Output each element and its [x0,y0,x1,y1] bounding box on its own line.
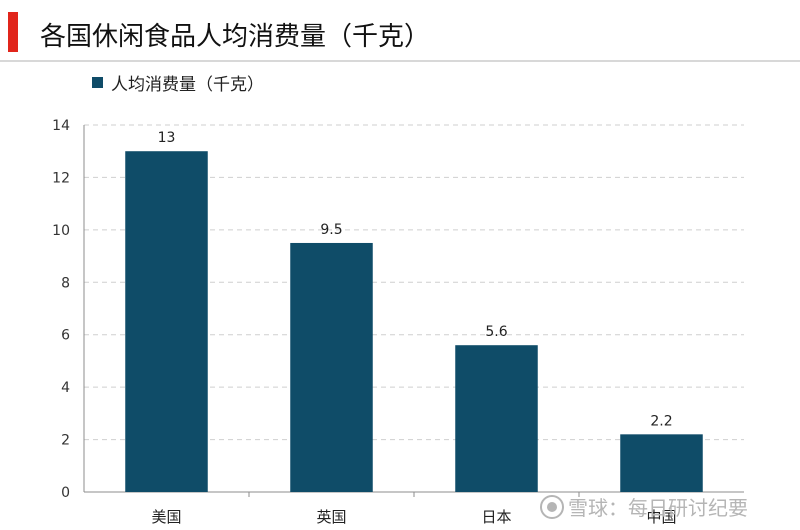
x-category-label: 美国 [151,508,181,526]
y-tick-label: 0 [61,485,70,501]
x-category-label: 中国 [646,508,676,526]
chart-legend: 人均消费量（千克） [92,70,264,95]
data-label: 13 [158,130,176,146]
y-tick-label: 2 [61,433,70,449]
bar [290,242,373,492]
y-tick-label: 4 [61,380,70,396]
title-accent-bar [8,12,18,52]
page-title: 各国休闲食品人均消费量（千克） [40,22,431,52]
snowball-icon [540,494,564,519]
data-label: 2.2 [650,413,672,429]
watermark: 雪球：每日研讨纪要 [540,492,748,521]
watermark-text: 雪球：每日研讨纪要 [568,496,748,520]
x-category-label: 英国 [316,508,346,526]
y-tick-label: 8 [61,275,70,291]
y-tick-label: 14 [52,118,70,134]
x-category-label: 日本 [481,508,511,526]
y-tick-label: 10 [52,223,70,239]
y-tick-label: 6 [61,328,70,344]
data-label: 9.5 [320,222,342,238]
y-tick-label: 12 [52,170,70,186]
bar [125,151,208,492]
data-label: 5.6 [485,324,507,340]
title-divider [0,60,800,62]
legend-swatch [92,77,103,88]
bar [455,345,538,492]
legend-label: 人均消费量（千克） [111,75,264,95]
bar [620,434,703,492]
